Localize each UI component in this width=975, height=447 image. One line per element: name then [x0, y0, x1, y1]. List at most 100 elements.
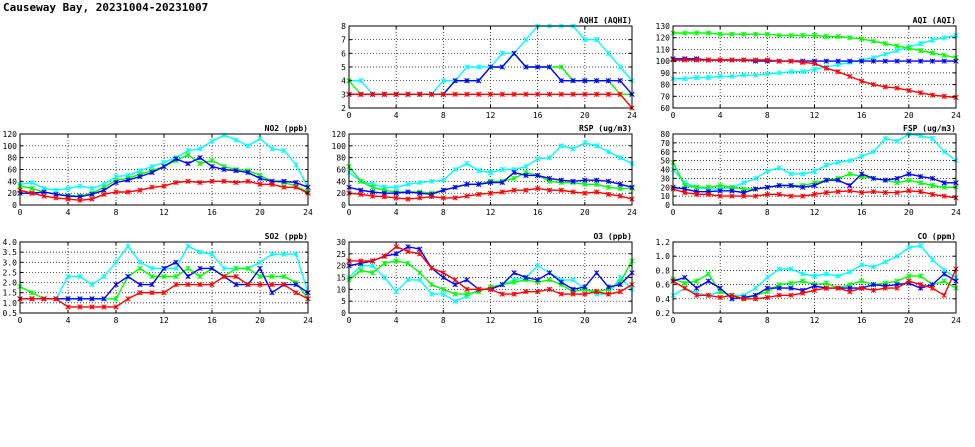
data-point	[113, 259, 119, 265]
x-tick-label: 16	[533, 316, 543, 325]
data-point	[381, 91, 388, 97]
data-point	[917, 58, 924, 64]
data-point	[570, 146, 576, 152]
data-point	[185, 160, 191, 167]
y-tick-label: 0	[341, 201, 346, 210]
data-point	[917, 189, 924, 195]
data-point	[693, 30, 700, 36]
x-tick-label: 16	[533, 208, 543, 217]
data-point	[452, 195, 458, 201]
data-point	[440, 270, 446, 276]
chart-aqhi: 0 4 8 12 16 20 24 2 3 4 5 6 7 8 AQHI (AQHI)	[341, 16, 637, 120]
y-tick-label: 7	[341, 36, 346, 45]
x-tick-label: 8	[441, 316, 446, 325]
data-point	[741, 31, 747, 37]
data-point	[870, 264, 877, 270]
x-tick-label: 20	[904, 208, 914, 217]
data-point	[617, 185, 623, 192]
data-point	[941, 292, 947, 298]
data-point	[369, 193, 376, 199]
data-point	[269, 146, 275, 152]
data-point	[788, 182, 794, 189]
data-point	[558, 143, 564, 149]
data-point	[221, 178, 227, 184]
data-point	[752, 57, 759, 63]
data-point	[811, 60, 818, 67]
x-tick-label: 20	[904, 316, 914, 325]
data-point	[113, 189, 119, 195]
data-point	[281, 184, 287, 190]
data-point	[859, 36, 865, 42]
data-point	[476, 181, 482, 187]
data-point	[137, 281, 143, 288]
data-point	[535, 156, 541, 162]
data-point	[149, 273, 155, 280]
y-tick-label: 0	[341, 309, 346, 318]
data-point	[535, 185, 541, 192]
data-point	[705, 278, 712, 284]
data-point	[682, 30, 688, 36]
chart-title: SO2 (ppb)	[265, 232, 308, 241]
data-point	[717, 294, 723, 301]
data-point	[197, 179, 203, 186]
data-point	[617, 289, 623, 295]
data-point	[511, 187, 517, 193]
data-point	[917, 242, 924, 249]
data-point	[823, 33, 829, 40]
y-tick-label: 0.5	[3, 309, 18, 318]
y-tick-label: 30	[660, 174, 670, 183]
data-point	[800, 271, 806, 277]
data-point	[41, 193, 47, 199]
data-point	[89, 196, 95, 202]
data-point	[257, 281, 263, 288]
y-tick-label: 2.0	[3, 279, 18, 288]
data-point	[570, 277, 576, 283]
data-point	[393, 190, 399, 196]
y-tick-label: 80	[660, 130, 670, 139]
y-tick-label: 0	[12, 201, 17, 210]
data-point	[870, 281, 877, 288]
data-point	[487, 190, 494, 196]
data-point	[693, 191, 700, 198]
data-point	[741, 296, 747, 302]
data-point	[440, 195, 446, 201]
data-point	[764, 294, 770, 301]
data-point	[499, 189, 505, 195]
data-point	[161, 183, 167, 189]
data-point	[941, 271, 947, 277]
y-tick-label: 20	[336, 189, 346, 198]
data-point	[137, 259, 143, 265]
data-point	[693, 285, 700, 291]
data-point	[764, 184, 770, 190]
data-point	[209, 265, 215, 272]
data-point	[281, 273, 287, 280]
data-point	[89, 281, 95, 288]
data-point	[358, 267, 364, 274]
y-tick-label: 80	[336, 154, 346, 163]
data-point	[53, 296, 59, 302]
data-point	[617, 181, 623, 187]
data-point	[452, 91, 458, 97]
y-tick-label: 4.0	[3, 238, 18, 247]
data-point	[811, 168, 818, 174]
data-point	[729, 193, 735, 199]
x-tick-label: 16	[857, 208, 867, 217]
data-point	[269, 273, 275, 280]
y-tick-label: 70	[660, 139, 670, 148]
data-point	[293, 281, 299, 288]
data-point	[417, 179, 423, 186]
data-point	[906, 278, 912, 284]
data-point	[870, 287, 877, 293]
data-point	[823, 162, 829, 168]
data-point	[125, 296, 131, 302]
data-point	[776, 58, 782, 64]
data-point	[929, 37, 936, 43]
data-point	[870, 189, 877, 195]
x-tick-label: 24	[951, 111, 961, 120]
data-point	[29, 290, 35, 296]
data-point	[245, 178, 251, 184]
data-point	[593, 37, 600, 43]
data-point	[693, 184, 700, 190]
data-point	[185, 281, 191, 288]
data-point	[417, 91, 423, 97]
